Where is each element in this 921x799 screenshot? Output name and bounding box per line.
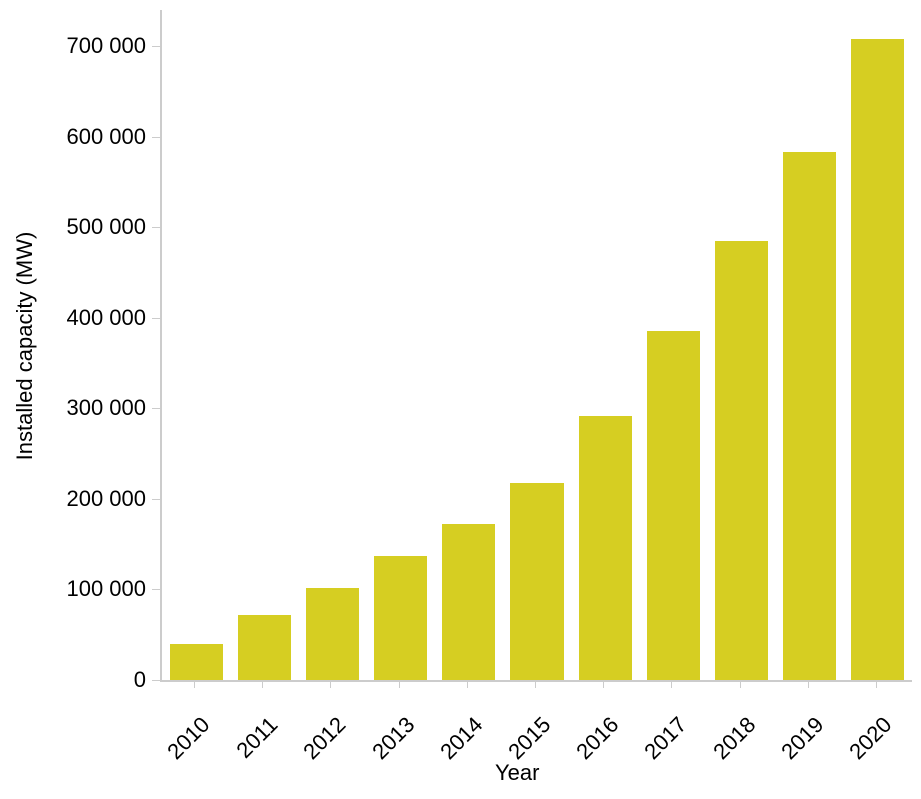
bar	[238, 615, 291, 680]
x-tick-label: 2018	[700, 712, 761, 773]
bar	[442, 524, 495, 680]
x-tick	[262, 680, 263, 688]
y-tick-label: 200 000	[66, 486, 146, 512]
bar	[783, 152, 836, 680]
y-tick	[152, 227, 160, 228]
bar	[579, 416, 632, 680]
y-axis-label: Installed capacity (MW)	[12, 216, 38, 476]
y-tick-label: 700 000	[66, 33, 146, 59]
x-tick-label: 2011	[223, 712, 284, 773]
x-tick-label: 2012	[291, 712, 352, 773]
plot-area	[160, 10, 912, 682]
y-tick	[152, 318, 160, 319]
y-tick-label: 0	[134, 667, 146, 693]
x-tick	[399, 680, 400, 688]
y-tick-label: 300 000	[66, 395, 146, 421]
bar	[306, 588, 359, 680]
y-tick	[152, 499, 160, 500]
y-tick-label: 600 000	[66, 124, 146, 150]
y-tick-label: 100 000	[66, 576, 146, 602]
x-tick	[808, 680, 809, 688]
x-tick	[535, 680, 536, 688]
bar	[374, 556, 427, 680]
y-tick	[152, 589, 160, 590]
y-tick	[152, 46, 160, 47]
y-tick-label: 500 000	[66, 214, 146, 240]
x-tick	[603, 680, 604, 688]
x-tick	[194, 680, 195, 688]
y-tick	[152, 137, 160, 138]
bar	[851, 39, 904, 680]
x-tick	[330, 680, 331, 688]
x-tick-label: 2016	[564, 712, 625, 773]
x-tick-label: 2014	[427, 712, 488, 773]
x-tick-label: 2010	[154, 712, 215, 773]
x-tick	[671, 680, 672, 688]
bar	[715, 241, 768, 680]
y-tick-label: 400 000	[66, 305, 146, 331]
bar	[510, 483, 563, 680]
y-tick	[152, 680, 160, 681]
x-tick	[467, 680, 468, 688]
y-tick	[152, 408, 160, 409]
x-tick-label: 2019	[768, 712, 829, 773]
x-tick-label: 2013	[359, 712, 420, 773]
x-tick-label: 2020	[836, 712, 897, 773]
chart-root: Installed capacity (MW) Year 0100 000200…	[0, 0, 921, 799]
x-tick-label: 2017	[632, 712, 693, 773]
x-tick	[740, 680, 741, 688]
x-tick	[876, 680, 877, 688]
bar	[170, 644, 223, 680]
bar	[647, 331, 700, 680]
